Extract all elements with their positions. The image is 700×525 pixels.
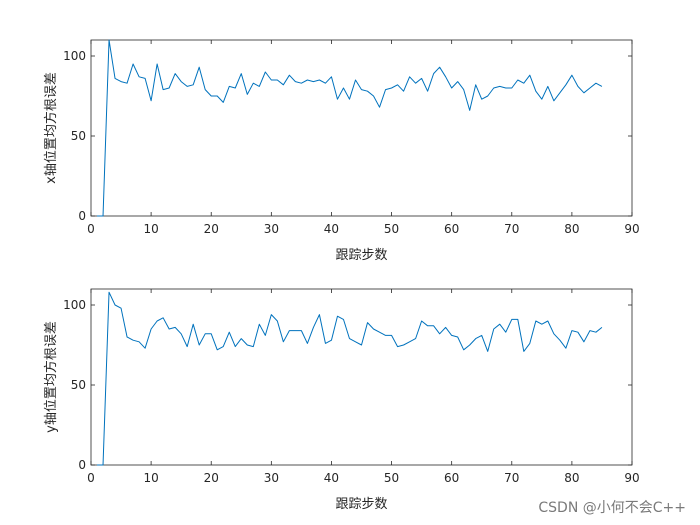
y-tick-label: 0 <box>78 209 86 223</box>
y-tick-label: 100 <box>63 298 86 312</box>
x-tick-label: 80 <box>564 222 579 236</box>
x-axis-label: 跟踪步数 <box>335 248 387 263</box>
x-tick-label: 30 <box>264 471 279 485</box>
x-tick-label: 90 <box>624 222 639 236</box>
y-tick-label: 100 <box>63 49 86 63</box>
series-line <box>97 39 603 217</box>
x-tick-label: 50 <box>384 471 399 485</box>
x-tick-label: 0 <box>87 222 95 236</box>
x-tick-label: 80 <box>564 471 579 485</box>
x-tick-label: 60 <box>444 471 459 485</box>
y-axis-label: x轴位置均方根误差 <box>43 72 59 184</box>
x-tick-label: 0 <box>87 471 95 485</box>
x-axis-label: 跟踪步数 <box>335 497 387 512</box>
subplot-1: 0 10 20 30 40 50 60 70 80 90 0 50 100 跟踪步数 x轴位置均方根误差 <box>43 39 640 263</box>
x-tick-label: 20 <box>204 222 219 236</box>
x-tick-label: 10 <box>143 222 158 236</box>
x-tick-label: 60 <box>444 222 459 236</box>
y-tick-label: 0 <box>78 458 86 472</box>
y-tick-label: 50 <box>71 378 86 392</box>
x-tick-label: 90 <box>624 471 639 485</box>
x-tick-label: 40 <box>324 222 339 236</box>
axes-box <box>90 39 633 217</box>
x-tick-label: 10 <box>143 471 158 485</box>
x-tick-label: 50 <box>384 222 399 236</box>
x-tick-label: 40 <box>324 471 339 485</box>
x-tick-label: 70 <box>504 471 519 485</box>
x-tick-label: 30 <box>264 222 279 236</box>
y-axis-label: y轴位置均方根误差 <box>43 321 59 433</box>
watermark-text: CSDN @小何不会C++ <box>538 500 686 516</box>
subplot-2: 0 10 20 30 40 50 60 70 80 90 0 50 100 跟踪步数 y轴位置均方根误差 <box>43 288 640 512</box>
series-line <box>97 291 603 466</box>
axes-box <box>90 288 633 466</box>
x-tick-label: 70 <box>504 222 519 236</box>
x-tick-label: 20 <box>204 471 219 485</box>
y-tick-label: 50 <box>71 129 86 143</box>
